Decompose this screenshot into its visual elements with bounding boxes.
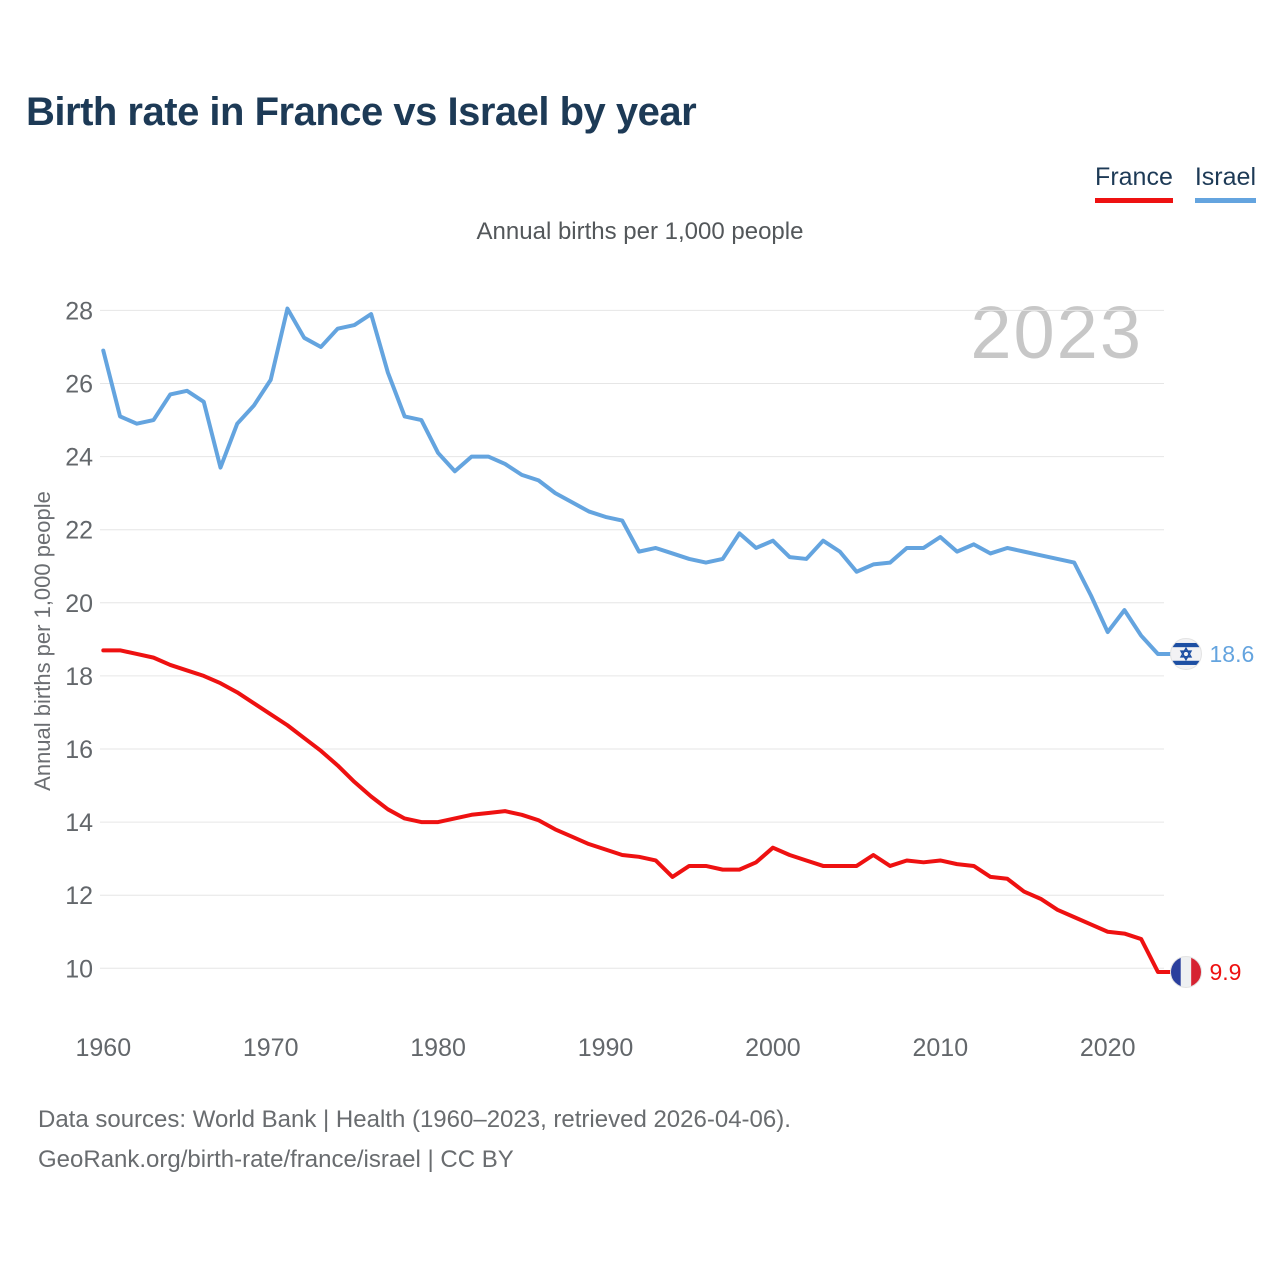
- x-tick-label: 2020: [1080, 1034, 1136, 1062]
- legend-label-israel: Israel: [1194, 163, 1256, 191]
- x-tick-label: 1970: [243, 1034, 299, 1062]
- israel-flag-border: [1170, 637, 1202, 670]
- y-tick-label: 28: [65, 297, 93, 325]
- page-title: Birth rate in France vs Israel by year: [26, 90, 697, 134]
- footer-attribution: GeoRank.org/birth-rate/france/israel | C…: [38, 1146, 514, 1173]
- end-value-label-israel: 18.6: [1210, 641, 1255, 667]
- y-tick-label: 12: [65, 882, 93, 910]
- y-tick-label: 26: [65, 371, 93, 399]
- watermark-year: 2023: [970, 291, 1143, 374]
- footer: Data sources: World Bank | Health (1960–…: [38, 1100, 791, 1180]
- legend-swatch-france: [1095, 198, 1173, 203]
- end-value-label-france: 9.9: [1210, 959, 1242, 985]
- x-tick-label: 1990: [578, 1034, 634, 1062]
- star-of-david-icon: [1179, 650, 1193, 662]
- legend: France Israel: [1095, 163, 1256, 203]
- legend-item-israel[interactable]: Israel: [1194, 163, 1256, 203]
- star-of-david-icon: [1179, 646, 1193, 658]
- y-tick-label: 16: [65, 736, 93, 764]
- x-tick-label: 2010: [912, 1034, 968, 1062]
- chart-subtitle: Annual births per 1,000 people: [476, 218, 804, 245]
- france-flag-icon: [1170, 956, 1202, 988]
- footer-sources: Data sources: World Bank | Health (1960–…: [38, 1106, 791, 1133]
- legend-item-france[interactable]: France: [1095, 163, 1173, 203]
- legend-swatch-israel: [1194, 198, 1256, 203]
- y-tick-label: 24: [65, 444, 93, 472]
- x-tick-label: 2000: [745, 1034, 801, 1062]
- france-flag-border: [1170, 955, 1202, 988]
- legend-label-france: France: [1095, 163, 1173, 191]
- series-line-israel: [101, 306, 1173, 656]
- series-line-france: [101, 648, 1173, 974]
- y-tick-label: 22: [65, 517, 93, 545]
- x-tick-label: 1960: [75, 1034, 131, 1062]
- x-tick-label: 1980: [410, 1034, 466, 1062]
- israel-flag-icon: [1170, 638, 1202, 670]
- y-tick-label: 20: [65, 590, 93, 618]
- y-tick-label: 18: [65, 663, 93, 691]
- y-tick-label: 10: [65, 955, 93, 983]
- y-tick-label: 14: [65, 809, 93, 837]
